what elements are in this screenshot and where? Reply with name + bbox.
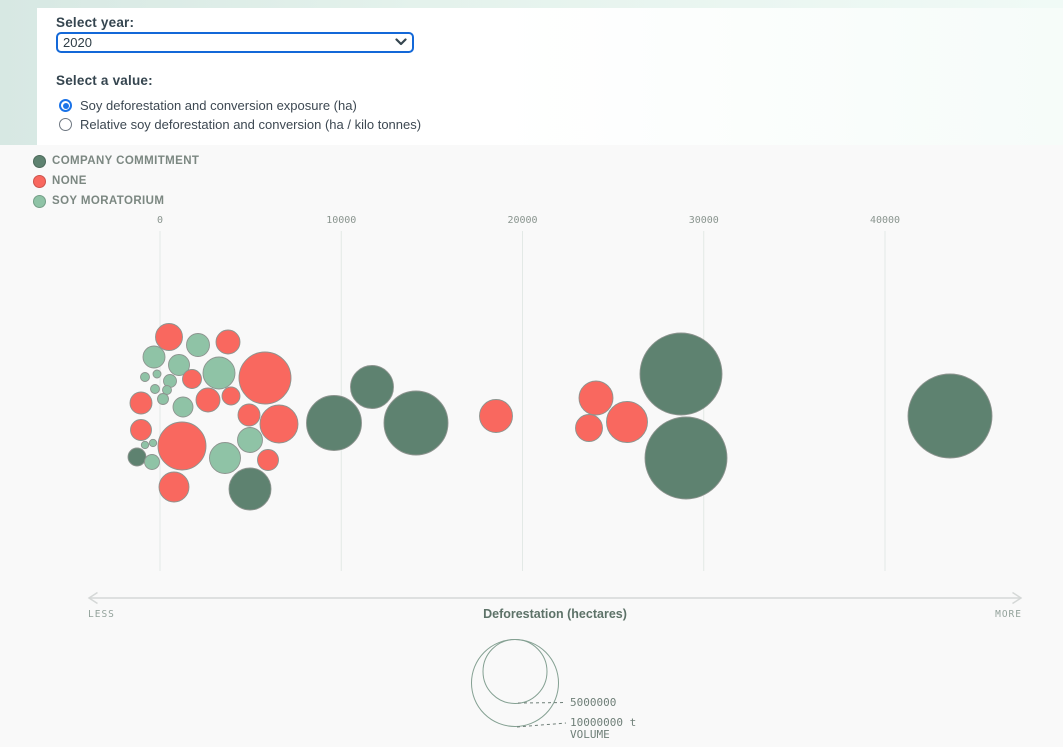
- bubble[interactable]: [259, 404, 299, 444]
- bubble[interactable]: [182, 369, 202, 389]
- bubble[interactable]: [257, 449, 279, 471]
- bubble[interactable]: [150, 384, 160, 394]
- bubble[interactable]: [215, 329, 241, 355]
- size-legend-value: 5000000: [570, 696, 616, 709]
- x-axis-title: Deforestation (hectares): [483, 607, 627, 621]
- bubble[interactable]: [157, 393, 169, 405]
- control-header: Select year: 2020 Select a value: Soy de…: [0, 0, 1063, 145]
- size-legend-value: 10000000 t: [570, 716, 636, 729]
- size-legend-leader-line: [517, 702, 567, 704]
- legend-dot-icon: [33, 154, 46, 168]
- axis-less-label: LESS: [88, 609, 115, 620]
- x-tick-label: 0: [157, 215, 163, 226]
- x-tick-label: 40000: [870, 215, 900, 226]
- radio-label: Soy deforestation and conversion exposur…: [80, 98, 357, 113]
- select-year-label: Select year:: [56, 15, 135, 30]
- radio-option-absolute[interactable]: Soy deforestation and conversion exposur…: [59, 98, 357, 113]
- radio-icon[interactable]: [59, 118, 72, 131]
- bubble[interactable]: [606, 401, 648, 443]
- legend-dot-icon: [33, 174, 46, 188]
- bubble-chart-svg: 0 10000 20000 30000 40000 LESS MORE Deforest…: [87, 215, 1023, 741]
- x-tick-label: 20000: [507, 215, 537, 226]
- size-legend-outer-circle: [471, 639, 559, 727]
- bubble[interactable]: [578, 380, 614, 416]
- bubble[interactable]: [907, 373, 993, 459]
- bubble[interactable]: [644, 416, 728, 500]
- bubble[interactable]: [237, 427, 263, 453]
- bubble[interactable]: [237, 403, 261, 427]
- bubble[interactable]: [172, 396, 194, 418]
- bubble[interactable]: [140, 440, 150, 450]
- bubble[interactable]: [195, 387, 221, 413]
- radio-option-relative[interactable]: Relative soy deforestation and conversio…: [59, 117, 421, 132]
- bubble[interactable]: [162, 385, 172, 395]
- legend-label: NONE: [52, 175, 87, 187]
- bubble[interactable]: [155, 323, 183, 351]
- bubble[interactable]: [186, 333, 210, 357]
- bubble[interactable]: [130, 419, 152, 441]
- legend-item-soy-moratorium[interactable]: SOY MORATORIUM: [33, 191, 199, 211]
- bubble[interactable]: [202, 356, 236, 390]
- bubble[interactable]: [157, 421, 207, 471]
- bubble[interactable]: [142, 345, 166, 369]
- category-legend: COMPANY COMMITMENT NONE SOY MORATORIUM: [33, 151, 199, 211]
- bubble[interactable]: [168, 354, 190, 376]
- bubbles-group: [127, 323, 993, 511]
- bubble[interactable]: [639, 332, 723, 416]
- bubble[interactable]: [228, 467, 272, 511]
- legend-dot-icon: [33, 194, 46, 208]
- bubble[interactable]: [306, 395, 362, 451]
- select-value-label: Select a value:: [56, 73, 153, 88]
- bubble[interactable]: [144, 454, 160, 470]
- radio-label: Relative soy deforestation and conversio…: [80, 117, 422, 132]
- x-tick-label: 10000: [326, 215, 356, 226]
- bubble[interactable]: [129, 391, 153, 415]
- radio-icon[interactable]: [59, 99, 72, 112]
- year-select[interactable]: 2020: [56, 32, 414, 53]
- bubble[interactable]: [221, 386, 241, 406]
- x-axis-arrow: [87, 591, 1023, 605]
- control-panel: Select year: 2020 Select a value: Soy de…: [37, 8, 1063, 145]
- bubble[interactable]: [383, 390, 449, 456]
- bubble[interactable]: [209, 442, 241, 474]
- bubble[interactable]: [152, 369, 162, 379]
- bubble[interactable]: [158, 471, 190, 503]
- legend-label: COMPANY COMMITMENT: [52, 155, 200, 167]
- bubble[interactable]: [479, 399, 513, 433]
- size-legend-inner-circle: [482, 639, 548, 704]
- legend-item-none[interactable]: NONE: [33, 171, 199, 191]
- bubble[interactable]: [238, 351, 292, 405]
- axis-more-label: MORE: [995, 609, 1022, 620]
- bubble[interactable]: [350, 365, 394, 409]
- legend-label: SOY MORATORIUM: [52, 195, 165, 207]
- bubble[interactable]: [148, 438, 158, 448]
- bubble[interactable]: [575, 414, 603, 442]
- legend-item-company-commitment[interactable]: COMPANY COMMITMENT: [33, 151, 199, 171]
- bubble[interactable]: [140, 372, 150, 382]
- size-legend-caption: VOLUME: [570, 728, 610, 741]
- year-select-wrap: 2020: [56, 32, 414, 53]
- x-axis-ticks: 0 10000 20000 30000 40000: [157, 215, 900, 226]
- size-legend-leader-line: [516, 722, 567, 728]
- x-tick-label: 30000: [689, 215, 719, 226]
- bubble[interactable]: [127, 447, 147, 467]
